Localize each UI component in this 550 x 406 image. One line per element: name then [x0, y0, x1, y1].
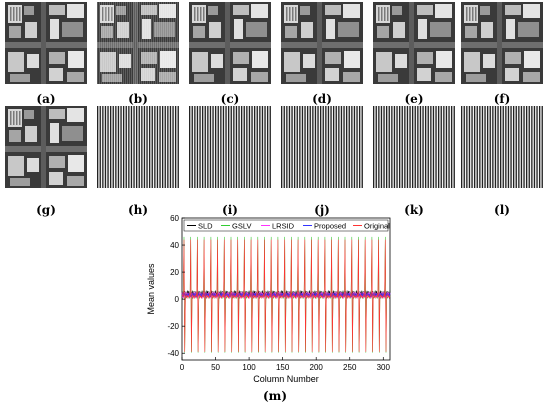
panel-caption: (g) [36, 203, 56, 217]
panel-caption: (c) [220, 92, 240, 106]
panel-caption: (d) [312, 92, 332, 106]
aerial-image [461, 2, 543, 84]
y-tick-label: 0 [175, 295, 180, 304]
x-tick-label: 150 [276, 363, 290, 372]
y-axis-label: Mean values [146, 263, 156, 315]
aerial-image [189, 2, 271, 84]
panel-caption: (i) [222, 203, 238, 217]
panel-caption: (f) [493, 92, 511, 106]
aerial-image [5, 106, 87, 188]
y-tick-label: -20 [167, 322, 179, 331]
panel-caption: (e) [404, 92, 424, 106]
aerial-image [97, 2, 179, 84]
legend-label: Proposed [314, 222, 346, 231]
panel-caption: (k) [404, 203, 424, 217]
legend-label: GSLV [232, 222, 251, 231]
legend [183, 219, 389, 232]
stripe-noise-image [461, 106, 543, 188]
x-tick-label: 100 [242, 363, 256, 372]
panel-caption: (a) [36, 92, 56, 106]
caption-m: (m) [262, 389, 288, 403]
y-tick-label: 20 [170, 268, 179, 277]
panel-caption: (h) [127, 203, 149, 217]
x-tick-label: 200 [310, 363, 324, 372]
stripe-noise-image [281, 106, 363, 188]
legend-label: SLD [198, 222, 213, 231]
legend-label: Original [364, 222, 390, 231]
y-tick-label: 60 [170, 214, 179, 223]
legend-label: LRSID [272, 222, 295, 231]
aerial-image [5, 2, 87, 84]
panel-caption: (j) [314, 203, 330, 217]
aerial-image [281, 2, 363, 84]
panel-caption: (l) [494, 203, 510, 217]
x-axis-label: Column Number [253, 374, 319, 384]
y-tick-label: 40 [170, 241, 179, 250]
aerial-image [373, 2, 455, 84]
y-tick-label: -40 [167, 349, 179, 358]
stripe-noise-image [97, 106, 179, 188]
x-tick-label: 0 [180, 363, 185, 372]
stripe-noise-image [373, 106, 455, 188]
stripe-noise-image [189, 106, 271, 188]
mean-values-chart: 0 50 100 150 200 250 300 -40 -20 0 20 40 60 Column Nu… [146, 214, 391, 384]
panel-caption: (b) [128, 92, 148, 106]
x-tick-label: 50 [211, 363, 220, 372]
plot-area [181, 217, 391, 361]
x-tick-label: 250 [343, 363, 357, 372]
series-line-original [181, 239, 391, 352]
x-tick-label: 300 [377, 363, 391, 372]
